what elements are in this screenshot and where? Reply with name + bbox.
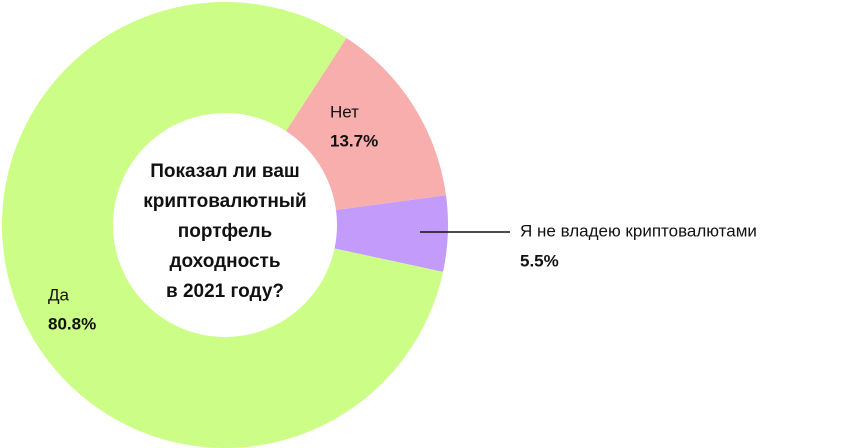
segment-label: Я не владею криптовалютами <box>520 221 757 240</box>
center-title: доходность <box>169 251 280 272</box>
segment-label: Да <box>48 285 70 304</box>
segment-value: 80.8% <box>48 314 96 333</box>
center-title: криптовалютный <box>143 191 306 212</box>
center-title: портфель <box>178 221 272 242</box>
center-title: Показал ли ваш <box>150 161 300 182</box>
segment-value: 5.5% <box>520 251 559 270</box>
donut-segment <box>334 195 448 272</box>
donut-segment <box>2 2 444 448</box>
center-title: в 2021 году? <box>166 281 284 302</box>
segment-value: 13.7% <box>330 131 378 150</box>
donut-segment <box>285 37 446 211</box>
segment-label: Нет <box>330 102 359 121</box>
